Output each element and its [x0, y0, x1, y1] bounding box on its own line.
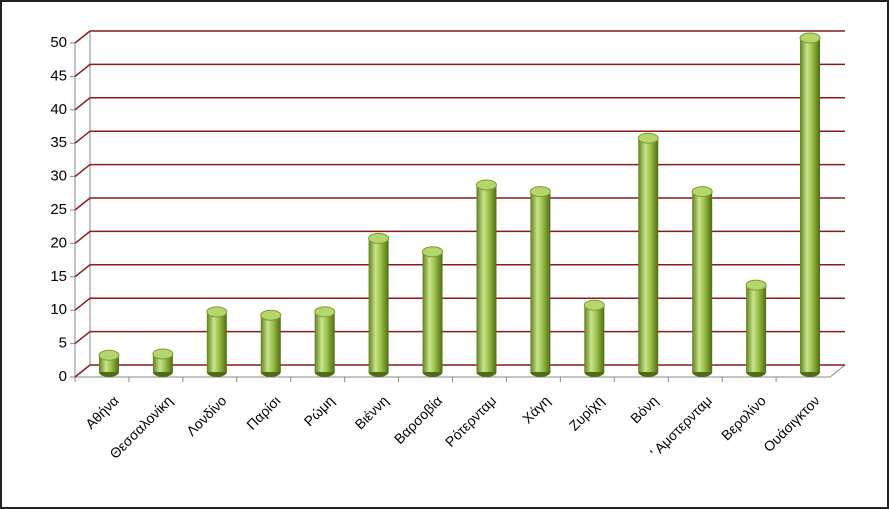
- bar-body: [422, 251, 443, 372]
- bar-body: [530, 191, 551, 372]
- bar-top: [98, 349, 120, 361]
- bar-body: [638, 138, 659, 372]
- y-tick-label: 0: [59, 368, 67, 385]
- bar: [368, 232, 390, 377]
- grid-line: [74, 264, 845, 278]
- grid-line: [74, 163, 845, 178]
- bar: [799, 32, 821, 377]
- y-tick-label: 25: [50, 201, 67, 218]
- bar-top: [637, 132, 659, 144]
- grid-line: [74, 230, 845, 244]
- y-tick-label: 50: [50, 34, 67, 51]
- grid-line: [74, 130, 845, 144]
- bar-body: [584, 305, 605, 372]
- y-tick-label: 5: [59, 335, 67, 352]
- bar-body: [476, 184, 497, 372]
- bar-top: [475, 179, 497, 191]
- grid-line: [74, 30, 845, 44]
- y-tick-label: 35: [50, 134, 67, 151]
- y-tick-label: 15: [50, 268, 67, 285]
- bar-body: [368, 238, 389, 372]
- bar-top: [422, 246, 444, 258]
- bar-body: [206, 311, 227, 372]
- bar-body: [692, 191, 713, 372]
- grid-line: [74, 97, 845, 111]
- y-tick-label: 45: [50, 67, 67, 84]
- bar-body: [314, 311, 335, 372]
- bar: [260, 309, 282, 377]
- bar: [152, 348, 174, 377]
- floor-right: [829, 364, 846, 378]
- bar-body: [800, 38, 821, 372]
- bar: [475, 179, 497, 377]
- bar-top: [206, 306, 228, 318]
- bar-body: [746, 285, 767, 372]
- bar: [98, 349, 120, 377]
- y-tick-label: 40: [50, 101, 67, 118]
- y-tick-label: 20: [50, 234, 67, 251]
- y-tick-label: 10: [50, 301, 67, 318]
- grid-line: [74, 297, 845, 311]
- bar: [637, 132, 659, 377]
- bar-body: [260, 315, 281, 372]
- bar-top: [799, 32, 821, 44]
- bar-top: [691, 186, 713, 198]
- bar-top: [745, 279, 767, 291]
- bar: [529, 186, 551, 377]
- bar: [583, 299, 605, 377]
- y-tick-label: 30: [50, 168, 67, 185]
- bar-top: [314, 306, 336, 318]
- bar: [691, 186, 713, 377]
- bar-top: [152, 348, 174, 360]
- bar-top: [583, 299, 605, 311]
- bar-top: [260, 309, 282, 321]
- bar: [745, 279, 767, 377]
- bar: [422, 246, 444, 377]
- bar-top: [368, 232, 390, 244]
- bar: [314, 306, 336, 377]
- grid-line: [74, 197, 845, 211]
- bar: [206, 306, 228, 377]
- bar-top: [529, 186, 551, 198]
- grid-line: [74, 63, 845, 77]
